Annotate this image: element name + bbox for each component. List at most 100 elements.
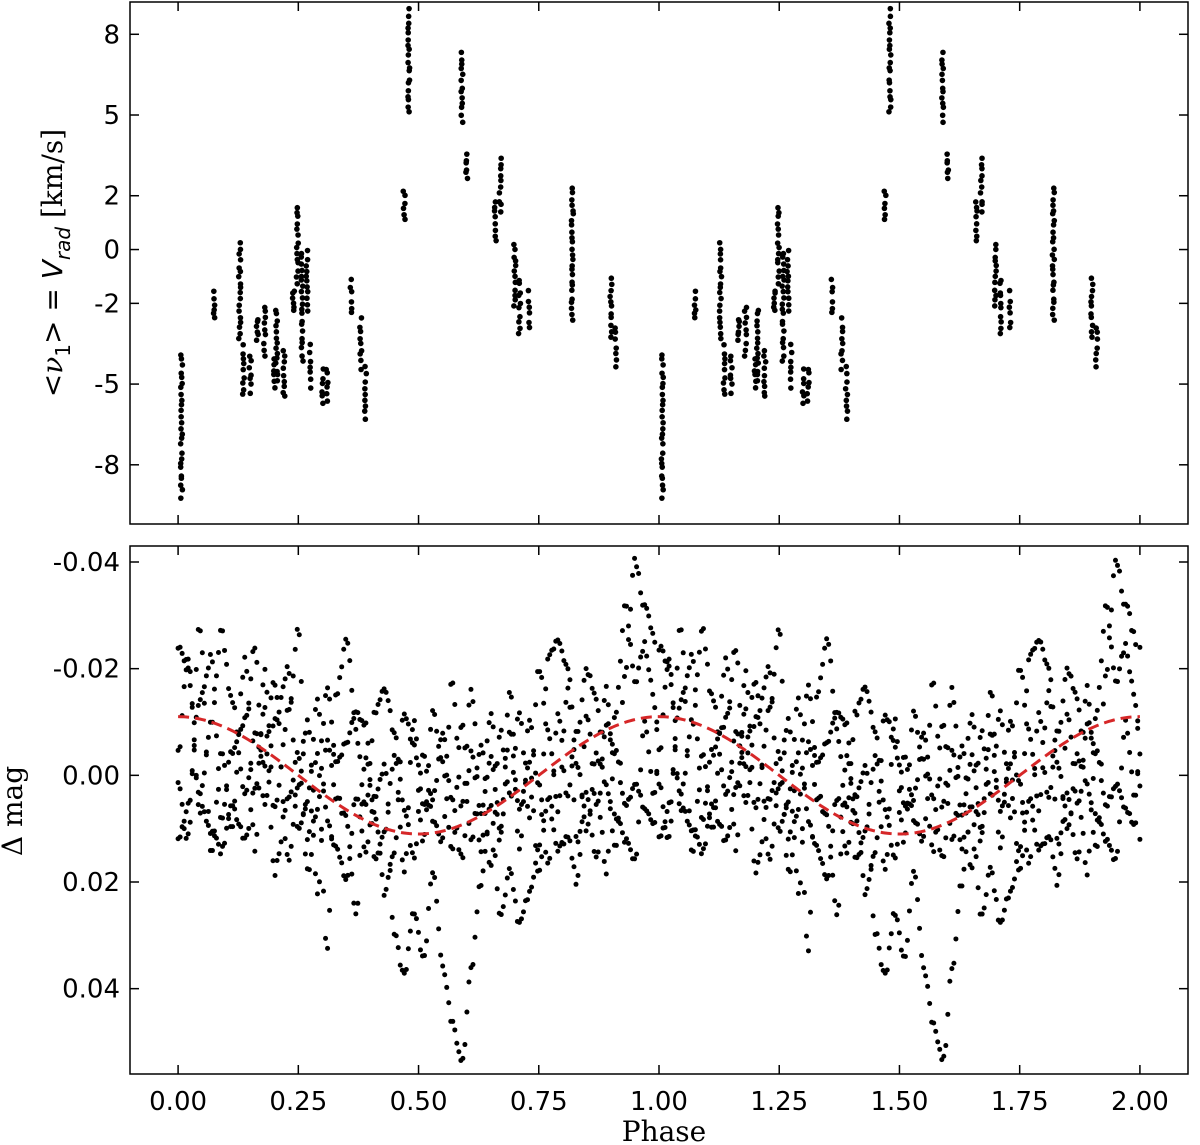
rv-point [743, 327, 749, 333]
rv-point [569, 235, 575, 241]
lc-point [979, 823, 985, 829]
lc-point [791, 737, 797, 743]
lc-point [298, 678, 304, 684]
lc-point [201, 684, 207, 690]
lc-point [626, 623, 632, 629]
lc-point [601, 734, 607, 740]
rv-point [294, 209, 300, 216]
lc-point [304, 799, 310, 805]
rv-point [978, 184, 985, 190]
lc-point [797, 712, 803, 718]
lc-point [195, 702, 201, 708]
lc-point [803, 806, 809, 812]
rv-point [1093, 350, 1100, 357]
rv-point [1050, 202, 1056, 209]
lc-point [729, 677, 735, 683]
lc-point [226, 686, 232, 692]
lc-point [987, 864, 993, 870]
lc-point [858, 779, 864, 785]
lc-point [943, 744, 949, 750]
lc-point [211, 828, 217, 834]
lc-point [264, 751, 270, 757]
lc-point [474, 909, 480, 915]
rv-point [526, 304, 533, 311]
lc-point [565, 685, 571, 691]
lc-point [1078, 763, 1084, 769]
lc-point [254, 781, 260, 787]
lc-point [246, 825, 252, 831]
rv-point [511, 241, 517, 248]
rv-point [1049, 311, 1056, 318]
lc-point [646, 667, 652, 673]
rv-point [493, 237, 499, 244]
lc-point [854, 712, 860, 718]
rv-point [274, 318, 281, 324]
lc-point [826, 873, 832, 878]
lc-point [363, 720, 369, 726]
lc-point [670, 770, 676, 776]
rv-point [787, 369, 794, 375]
rv-point [998, 319, 1004, 325]
lc-point [359, 782, 365, 788]
rv-point [248, 372, 254, 379]
lc-point [250, 790, 256, 796]
lc-point [193, 666, 199, 672]
rv-point [978, 161, 985, 168]
rv-point [246, 364, 253, 371]
lc-point [256, 702, 262, 708]
lc-point [454, 735, 460, 741]
rv-point [608, 275, 615, 282]
lc-point [213, 835, 219, 841]
lc-point [810, 719, 816, 725]
rv-point [659, 414, 665, 420]
lc-point [775, 748, 781, 754]
lc-point [949, 684, 955, 690]
rv-point [979, 155, 985, 162]
rv-point [659, 352, 665, 358]
lc-point [619, 830, 625, 836]
rv-point [755, 307, 762, 314]
lc-point [644, 729, 650, 735]
rv-point [492, 213, 499, 220]
lc-point [692, 702, 698, 708]
lc-point [266, 723, 272, 729]
lc-point [1129, 678, 1135, 684]
lc-point [775, 786, 781, 792]
lc-point [201, 770, 207, 776]
lc-point [446, 824, 452, 830]
rv-point [515, 330, 522, 337]
lc-point [611, 811, 617, 817]
lc-point [682, 685, 688, 691]
lc-point [492, 853, 498, 859]
lc-point [510, 887, 516, 893]
y-tick-label: -0.04 [53, 548, 120, 578]
lc-point [771, 735, 777, 741]
lc-point [296, 825, 302, 831]
rv-point [358, 357, 364, 364]
rv-point [992, 296, 998, 303]
lc-point [725, 788, 731, 794]
lc-point [422, 953, 428, 959]
lc-point [925, 754, 931, 760]
lc-point [327, 907, 333, 913]
lc-point [884, 851, 890, 857]
rv-point [771, 295, 777, 301]
lc-point [510, 769, 516, 775]
lc-point [218, 851, 224, 857]
rv-point [882, 200, 888, 207]
lc-point [789, 808, 795, 814]
lc-point [504, 875, 510, 881]
rv-point [240, 341, 246, 348]
lc-point [191, 747, 197, 753]
rv-point [178, 352, 184, 358]
lc-point [880, 718, 886, 724]
lc-point [411, 855, 417, 861]
rv-point [405, 25, 411, 31]
rv-point [761, 389, 768, 396]
rv-point [406, 65, 413, 71]
lc-point [234, 817, 240, 823]
lc-point [810, 834, 816, 840]
lc-point [638, 767, 644, 773]
rv-point [568, 217, 575, 224]
lc-point [890, 726, 896, 732]
